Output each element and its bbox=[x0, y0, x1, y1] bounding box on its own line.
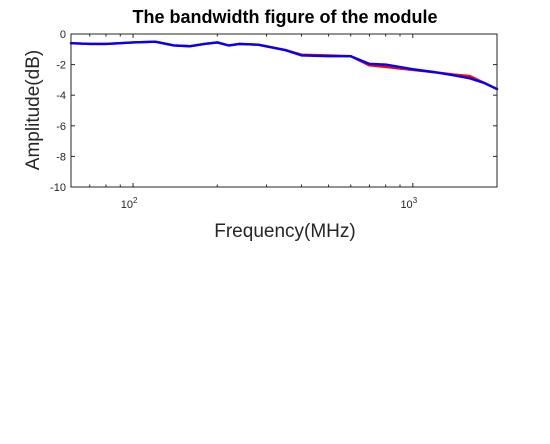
x-tick-label: 103 bbox=[400, 196, 417, 211]
series-layer bbox=[69, 40, 499, 91]
y-tick-label: -8 bbox=[56, 151, 66, 163]
y-axis-label: Amplitude(dB) bbox=[23, 50, 44, 170]
y-tick-label: -2 bbox=[56, 60, 66, 72]
y-tick-label: 0 bbox=[60, 29, 66, 41]
y-tick-label: -6 bbox=[56, 121, 66, 133]
chart-title: The bandwidth figure of the module bbox=[133, 7, 438, 27]
plot-frame bbox=[70, 33, 498, 188]
y-tick-label: -4 bbox=[56, 90, 66, 102]
series-line-2 bbox=[69, 40, 499, 91]
x-axis-label: Frequency(MHz) bbox=[214, 221, 355, 242]
x-tick-label: 102 bbox=[121, 196, 138, 211]
axes-layer bbox=[70, 33, 498, 188]
y-tick-label: -10 bbox=[50, 182, 66, 194]
ticks-layer: 0 -2 -4 -6 -8 -10 102 103 bbox=[50, 29, 498, 211]
